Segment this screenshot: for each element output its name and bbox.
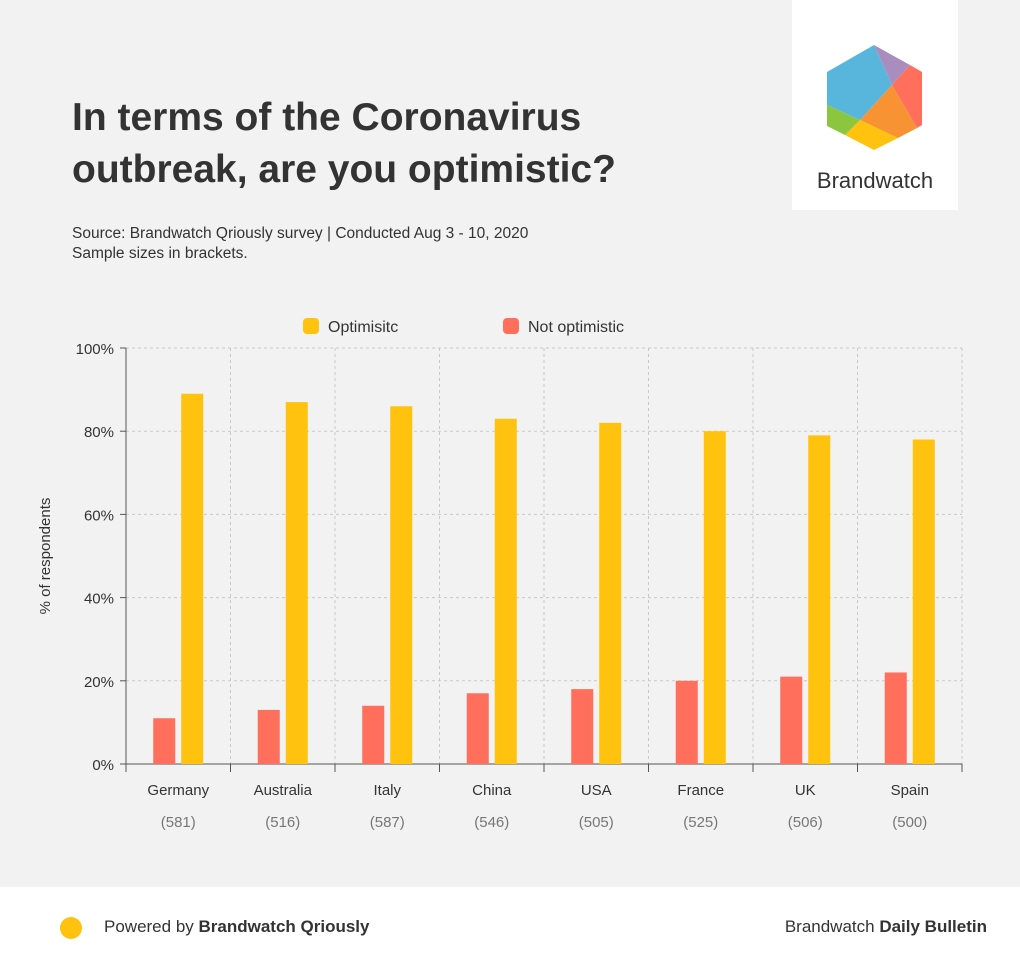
brandwatch-logo: Brandwatch (792, 0, 958, 210)
powered-prefix: Powered by (104, 917, 199, 936)
hexagon-logo-icon (827, 45, 922, 150)
bar-optimistic (181, 393, 204, 764)
legend-label: Not optimistic (528, 319, 624, 336)
bar-optimistic (494, 418, 517, 764)
bar-not-optimistic (675, 680, 698, 764)
bar-not-optimistic (571, 689, 594, 764)
x-tick-label: Italy (373, 782, 401, 799)
legend-label: Optimisitc (328, 319, 398, 336)
bar-optimistic (808, 435, 831, 764)
y-tick-label: 60% (84, 507, 114, 524)
sample-size-label: (581) (161, 814, 196, 831)
bar-optimistic (285, 402, 308, 764)
y-axis-label: % of respondents (37, 498, 54, 615)
sample-note: Sample sizes in brackets. (72, 245, 248, 262)
x-tick-label: China (472, 782, 512, 799)
source-note: Source: Brandwatch Qriously survey | Con… (72, 224, 528, 264)
bulletin-prefix: Brandwatch (784, 917, 880, 936)
x-tick-label: Spain (891, 782, 929, 799)
logo-text: Brandwatch (816, 168, 934, 193)
sample-size-label: (516) (265, 814, 300, 831)
bar-not-optimistic (153, 718, 176, 764)
x-tick-label: Australia (254, 782, 313, 799)
legend-swatch (503, 318, 519, 334)
sample-size-label: (546) (474, 814, 509, 831)
y-tick-label: 0% (92, 757, 114, 774)
bar-not-optimistic (362, 705, 385, 764)
daily-bulletin: Brandwatch Daily Bulletin (785, 917, 987, 937)
y-tick-label: 40% (84, 591, 114, 608)
bar-optimistic (703, 431, 726, 764)
chart-title: In terms of the Coronavirus outbreak, ar… (72, 96, 616, 191)
bar-not-optimistic (466, 693, 489, 764)
y-tick-label: 100% (76, 341, 114, 358)
bar-optimistic (599, 422, 622, 764)
sample-size-label: (506) (788, 814, 823, 831)
sample-size-label: (505) (579, 814, 614, 831)
x-tick-label: France (677, 782, 724, 799)
bar-not-optimistic (257, 709, 280, 764)
bar-chart: 0% 20% 40% 60% 80% 100% Germany (581) Australia (… (37, 318, 963, 831)
sample-size-label: (525) (683, 814, 718, 831)
sample-size-label: (500) (892, 814, 927, 831)
bar-optimistic (912, 439, 935, 764)
y-tick-label: 20% (84, 674, 114, 691)
x-tick-label: UK (795, 782, 816, 799)
bar-optimistic (390, 406, 413, 764)
bar-not-optimistic (884, 672, 907, 764)
powered-brand: Brandwatch Qriously (198, 917, 370, 936)
x-tick-label: Germany (147, 782, 209, 799)
footer: Powered by Brandwatch Qriously Brandwatc… (0, 887, 1020, 963)
x-tick-label: USA (581, 782, 612, 799)
powered-by: Powered by Brandwatch Qriously (104, 917, 369, 937)
bulletin-bold: Daily Bulletin (879, 917, 987, 936)
y-tick-label: 80% (84, 424, 114, 441)
sample-size-label: (587) (370, 814, 405, 831)
bar-not-optimistic (780, 676, 803, 764)
legend-swatch (303, 318, 319, 334)
brand-dot-icon (60, 917, 82, 939)
source-line: Source: Brandwatch Qriously survey | Con… (72, 225, 529, 242)
